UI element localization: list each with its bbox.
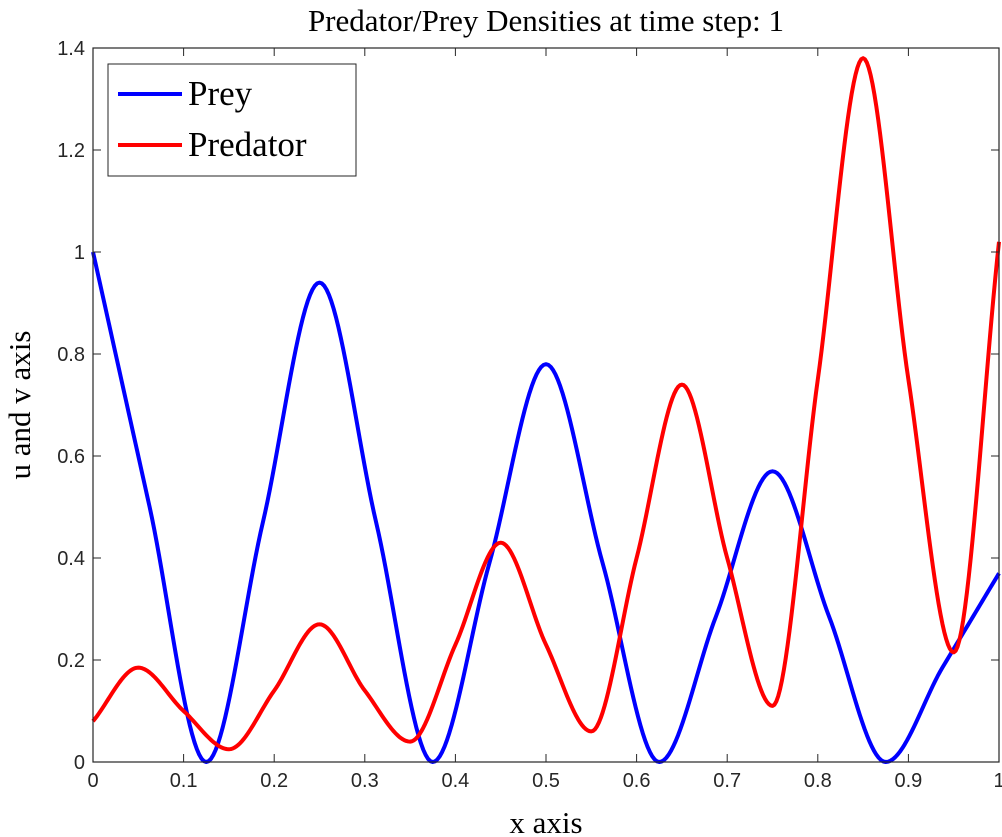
- chart-title: Predator/Prey Densities at time step: 1: [308, 3, 784, 38]
- y-tick-label: 1.4: [57, 38, 85, 60]
- legend-box: [107, 63, 357, 177]
- x-tick-label: 0.4: [441, 770, 469, 792]
- y-tick-label: 0.8: [57, 344, 85, 366]
- legend: Prey Predator: [107, 63, 357, 177]
- y-tick-label: 1.2: [57, 140, 85, 162]
- legend-label-predator: Predator: [188, 125, 307, 164]
- x-axis-label: x axis: [509, 805, 582, 837]
- y-tick-label: 0.6: [57, 446, 85, 468]
- x-tick-label: 0: [87, 770, 98, 792]
- y-tick-label: 0.2: [57, 650, 85, 672]
- x-tick-label: 0.9: [894, 770, 922, 792]
- x-tick-label: 0.7: [713, 770, 741, 792]
- legend-label-prey: Prey: [188, 74, 253, 113]
- x-tick-label: 0.8: [804, 770, 832, 792]
- curves: [91, 56, 1001, 764]
- x-tick-label: 0.2: [260, 770, 288, 792]
- x-tick-label: 0.6: [623, 770, 651, 792]
- x-tick-label: 0.1: [170, 770, 198, 792]
- y-tick-label: 1: [74, 242, 85, 264]
- y-tick-label: 0.4: [57, 548, 85, 570]
- y-axis-label: u and v axis: [2, 331, 37, 480]
- x-tick-label: 1: [993, 770, 1002, 792]
- series-line-prey: [91, 251, 1001, 764]
- y-tick-label: 0: [74, 752, 85, 774]
- axis-ticks: 0 0.1 0.2 0.3 0.4 0.5 0.6 0.7 0.8 0.9 1 0 0.2 0.4 0.6 0…: [57, 38, 1002, 792]
- x-tick-label: 0.3: [351, 770, 379, 792]
- x-tick-label: 0.5: [532, 770, 560, 792]
- series-line-predator: [91, 56, 1001, 752]
